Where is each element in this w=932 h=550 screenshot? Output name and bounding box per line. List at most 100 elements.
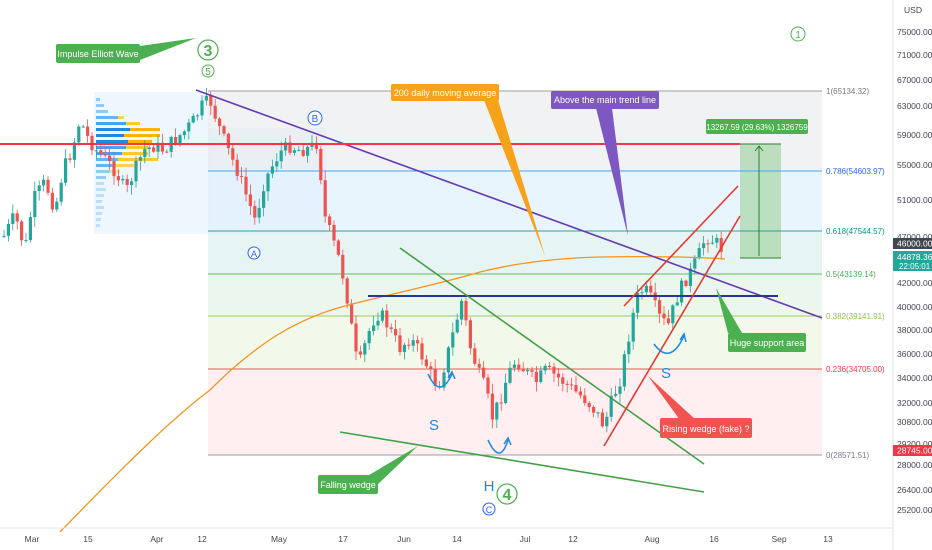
svg-text:25200.00: 25200.00 (897, 505, 932, 515)
candle-body (59, 182, 63, 202)
candle-body (345, 278, 349, 304)
candle-body (521, 369, 525, 372)
candle-body (420, 343, 424, 360)
candle-body (402, 344, 406, 353)
candle-body (354, 323, 358, 352)
candle-body (64, 158, 68, 183)
svg-text:42000.00: 42000.00 (897, 278, 932, 288)
annotation-impulse: Impulse Elliott Wave (57, 49, 138, 59)
candle-body (605, 416, 609, 427)
candle-body (710, 242, 714, 244)
svg-text:12: 12 (197, 534, 207, 544)
candle-body (81, 126, 85, 128)
svg-text:Jul: Jul (520, 534, 531, 544)
candle-body (288, 142, 292, 153)
candle-body (42, 179, 46, 186)
candle-body (125, 178, 129, 186)
candle-body (2, 235, 6, 237)
fib-label-0: 0(28571.51) (826, 451, 869, 460)
candle-body (33, 191, 37, 218)
candle-body (658, 300, 662, 314)
callouts: Impulse Elliott Wave 200 daily moving av… (56, 38, 806, 494)
candle-body (328, 216, 332, 225)
background-zones (94, 91, 822, 455)
currency-label: USD (904, 5, 922, 15)
candle-body (156, 142, 160, 152)
wave-label-c: C (486, 505, 493, 515)
measure-label: 13267.59 (29.63%) 1326759 (706, 123, 808, 132)
candle-body (138, 157, 142, 161)
candle-body (561, 377, 565, 384)
fib-zone-786-618 (208, 171, 822, 231)
candle-body (482, 367, 486, 378)
candle-body (116, 176, 120, 181)
candle-body (548, 365, 552, 367)
candle-body (350, 303, 354, 324)
candle-body (257, 207, 261, 218)
time-axis[interactable]: Mar 15 Apr 12 May 17 Jun 14 Jul 12 Aug 1… (0, 527, 893, 544)
ma-200-line (59, 255, 726, 533)
fib-label-0618: 0.618(47544.57) (826, 227, 885, 236)
low-price-label: 28745.00 (897, 446, 932, 456)
candle-body (358, 351, 362, 355)
candle-body (702, 243, 706, 249)
svg-text:47000.00: 47000.00 (897, 232, 932, 242)
candle-body (46, 179, 50, 193)
candle-body (226, 133, 230, 149)
svg-text:71000.00: 71000.00 (897, 50, 932, 60)
candle-body (697, 248, 701, 259)
candle-body (596, 412, 600, 414)
svg-text:13: 13 (823, 534, 833, 544)
svg-text:34000.00: 34000.00 (897, 373, 932, 383)
candle-body (627, 341, 631, 355)
last-price-badge (893, 251, 932, 271)
candle-body (451, 332, 455, 348)
candle-body (618, 386, 622, 394)
candle-body (231, 148, 235, 160)
fib-label-0382: 0.382(39141.91) (826, 312, 885, 321)
volume-profile-zone (94, 92, 210, 234)
candle-body (248, 194, 252, 207)
svg-text:29200.00: 29200.00 (897, 439, 932, 449)
candle-body (556, 373, 560, 378)
candle-body (55, 201, 59, 210)
candle-body (372, 325, 376, 331)
candle-body (235, 159, 239, 176)
svg-text:12: 12 (568, 534, 578, 544)
candle-body (367, 330, 371, 344)
candle-body (398, 335, 402, 353)
candle-body (50, 192, 54, 210)
candle-body (508, 367, 512, 383)
candle-body (614, 393, 618, 396)
candle-body (499, 402, 503, 404)
price-axis[interactable]: USD 75000.00 71000.00 67000.00 63000.00 … (892, 0, 932, 550)
candle-body (108, 155, 112, 162)
candle-body (583, 395, 587, 403)
candle-body (495, 402, 499, 420)
candle-body (376, 320, 380, 326)
falling-wedge-lower (339, 431, 705, 493)
svg-text:63000.00: 63000.00 (897, 101, 932, 111)
pattern-labels: S H S (429, 365, 671, 495)
rising-wedge-lower (603, 215, 741, 447)
pattern-label-right-shoulder: S (661, 365, 671, 382)
candle-body (622, 354, 626, 387)
candle-body (552, 366, 556, 374)
candle-body (649, 285, 653, 293)
candle-body (182, 131, 186, 136)
candle-body (411, 340, 415, 346)
pattern-label-head: H (484, 478, 495, 495)
candle-body (306, 146, 310, 156)
candles (2, 88, 723, 433)
candle-body (319, 148, 323, 181)
svg-text:55000.00: 55000.00 (897, 160, 932, 170)
fib-label-0236: 0.236(34705.00) (826, 365, 885, 374)
candle-body (301, 149, 305, 156)
candle-body (147, 147, 151, 150)
svg-text:Apr: Apr (150, 534, 163, 544)
candle-body (275, 161, 279, 167)
candle-body (666, 318, 670, 324)
candle-body (178, 135, 182, 144)
